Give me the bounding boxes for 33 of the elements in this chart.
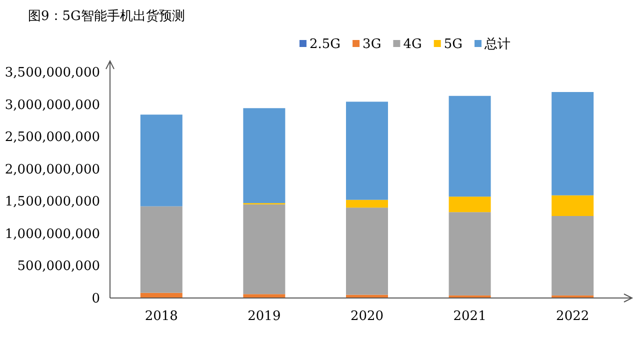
x-tick-label: 2019 <box>248 309 281 324</box>
bar <box>243 204 286 294</box>
bar <box>448 212 491 296</box>
bar <box>243 108 286 204</box>
bar <box>140 114 182 206</box>
y-tick-label: 3,500,000,000 <box>4 66 100 80</box>
legend-label: 2.5G <box>309 37 341 52</box>
bar <box>243 294 286 298</box>
y-tick-label: 500,000,000 <box>17 259 100 274</box>
x-tick-label: 2022 <box>556 309 590 324</box>
y-tick-label: 1,000,000,000 <box>4 226 100 242</box>
legend-label: 5G <box>444 37 463 52</box>
bar <box>346 208 388 295</box>
bar <box>552 195 594 216</box>
bar <box>140 206 182 293</box>
bar <box>346 200 388 208</box>
bar <box>346 102 388 200</box>
chart-title: 图9：5G智能手机出货预测 <box>28 9 185 24</box>
x-tick-label: 2018 <box>144 309 178 324</box>
x-tick-label: 2021 <box>453 309 486 324</box>
y-tick-label: 3,000,000,000 <box>4 98 100 113</box>
x-tick-label: 2020 <box>350 309 384 324</box>
bar <box>448 96 491 197</box>
legend-label: 4G <box>403 37 422 52</box>
bar <box>552 92 594 196</box>
y-tick-label: 0 <box>92 292 100 306</box>
y-tick-label: 1,500,000,000 <box>4 194 100 210</box>
bar <box>552 216 594 296</box>
y-tick-label: 2,500,000,000 <box>4 130 100 146</box>
legend-label: 3G <box>362 37 382 52</box>
legend-label: 总计 <box>484 37 511 52</box>
bar <box>448 196 491 212</box>
y-tick-label: 2,000,000,000 <box>4 162 100 178</box>
